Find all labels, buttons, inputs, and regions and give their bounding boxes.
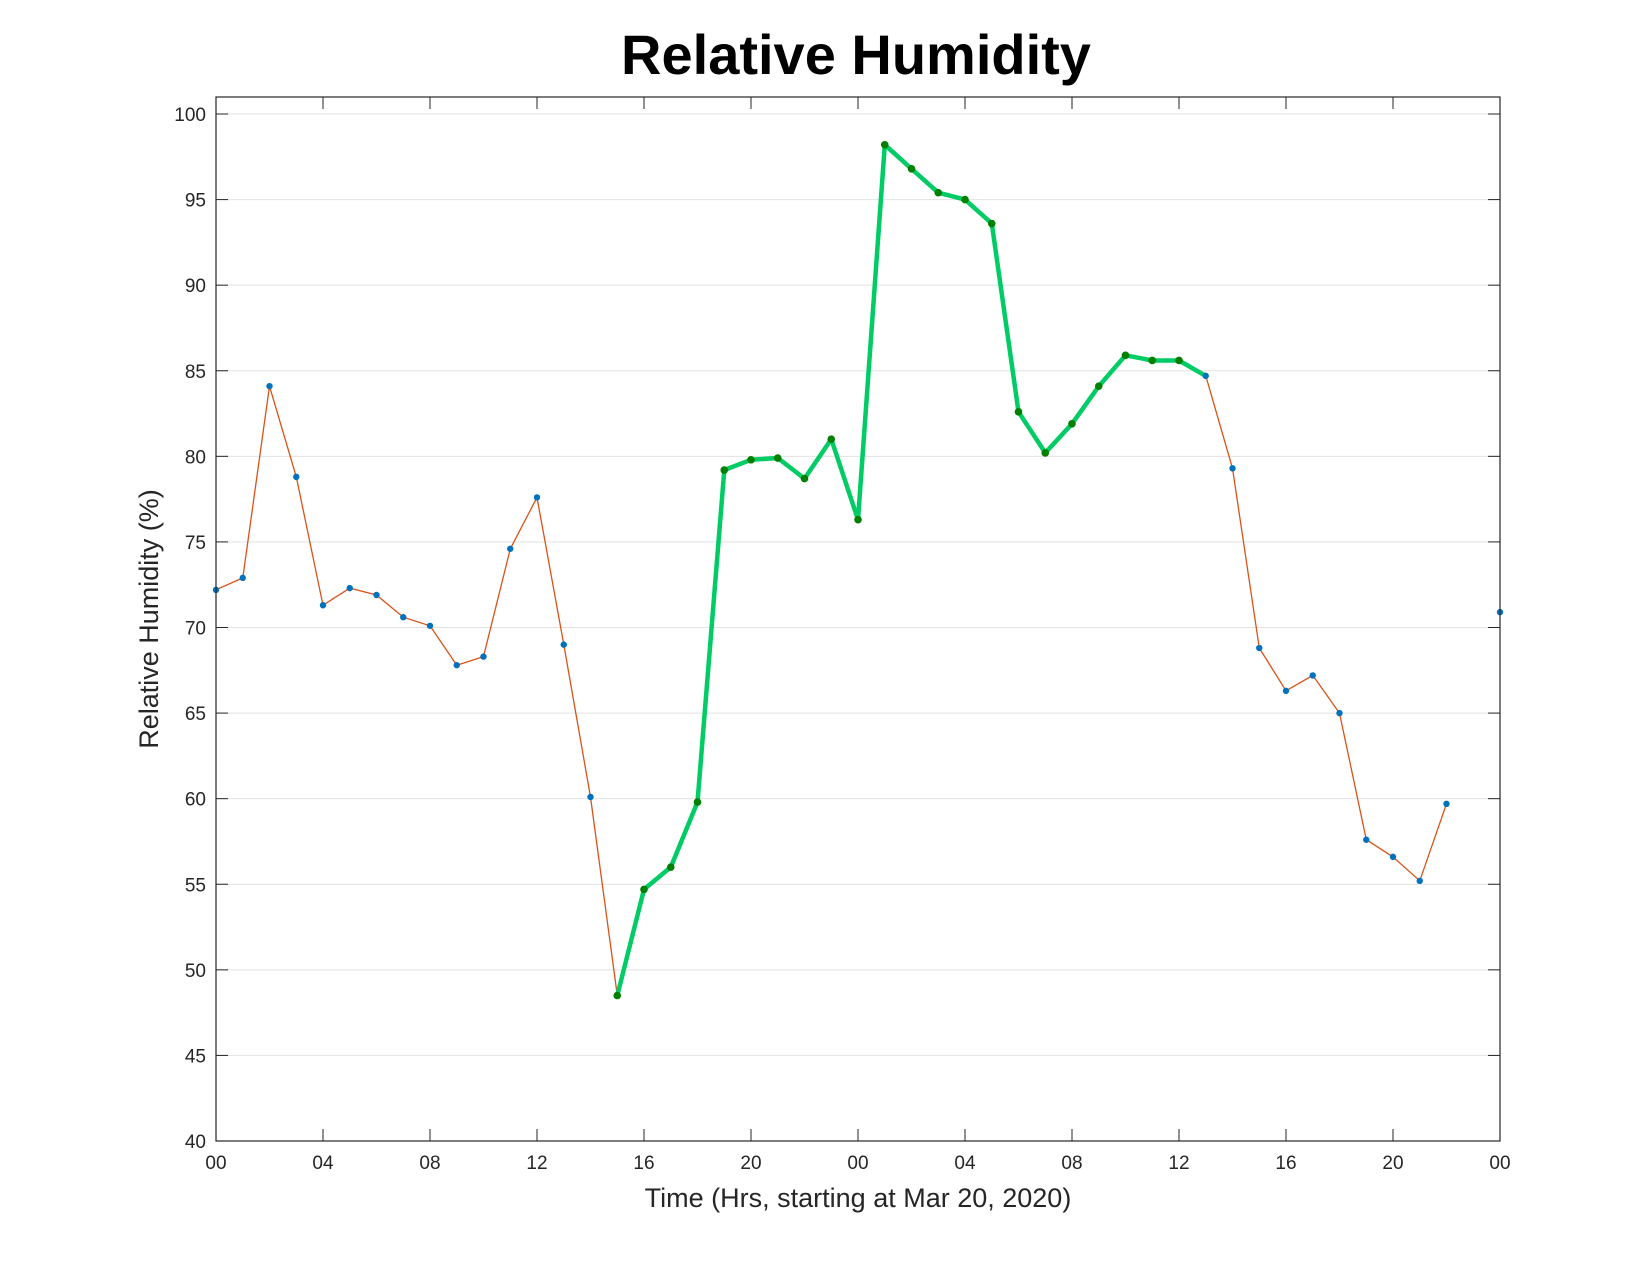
data-markers <box>212 141 1504 1000</box>
data-point <box>533 494 541 501</box>
data-point <box>1121 351 1130 360</box>
x-tick-label: 16 <box>1275 1153 1296 1174</box>
data-point <box>560 641 567 648</box>
data-point <box>239 574 246 582</box>
data-point <box>426 622 434 629</box>
data-point <box>693 798 702 806</box>
x-axis-ticks: 00 04 08 12 16 20 00 04 08 12 16 20 00 <box>205 97 1511 1174</box>
data-point <box>987 219 996 228</box>
data-point <box>1363 836 1370 843</box>
data-point <box>747 455 755 464</box>
y-tick-label: 70 <box>185 619 206 640</box>
data-point <box>934 188 943 197</box>
y-tick-label: 65 <box>185 704 206 725</box>
data-point <box>266 382 273 390</box>
y-axis-ticks: 40 45 50 55 60 65 70 75 80 85 90 95 100 <box>174 105 1500 1153</box>
y-tick-label: 80 <box>185 447 206 468</box>
data-point <box>1148 356 1157 365</box>
data-point <box>1041 449 1050 457</box>
x-tick-label: 04 <box>312 1153 334 1174</box>
data-point <box>1094 382 1103 390</box>
y-tick-label: 85 <box>185 362 206 383</box>
data-point <box>1389 853 1397 861</box>
y-tick-label: 45 <box>185 1046 206 1067</box>
data-point <box>373 591 380 599</box>
data-point <box>666 863 675 871</box>
plot-area <box>216 97 1500 1141</box>
x-tick-label: 08 <box>419 1153 440 1174</box>
y-tick-label: 95 <box>185 191 206 212</box>
data-point <box>773 454 782 462</box>
x-tick-label: 08 <box>1061 1153 1082 1174</box>
x-tick-label: 20 <box>1382 1153 1403 1174</box>
data-point <box>640 885 648 894</box>
data-point <box>1336 709 1343 717</box>
data-point <box>1256 644 1263 652</box>
data-point <box>1014 408 1023 416</box>
data-point <box>293 473 300 481</box>
x-tick-label: 00 <box>847 1153 868 1174</box>
data-point <box>1202 372 1209 380</box>
y-tick-label: 60 <box>185 790 206 811</box>
data-point <box>1175 356 1183 365</box>
y-tick-label: 40 <box>185 1132 206 1153</box>
data-point <box>346 584 353 592</box>
x-tick-label: 12 <box>1168 1153 1189 1174</box>
data-point <box>1282 687 1290 695</box>
data-point <box>961 195 969 204</box>
data-point <box>400 614 407 621</box>
y-tick-label: 50 <box>185 961 206 982</box>
data-point <box>1068 420 1076 428</box>
data-point <box>720 466 729 474</box>
data-point <box>1309 672 1316 679</box>
y-tick-label: 75 <box>185 533 206 554</box>
data-point <box>1229 465 1236 472</box>
data-point <box>319 602 327 609</box>
y-tick-label: 55 <box>185 875 206 896</box>
data-point <box>854 515 862 524</box>
y-axis-label: Relative Humidity (%) <box>134 489 164 749</box>
data-point <box>800 474 809 483</box>
data-point <box>827 435 836 444</box>
data-point <box>453 661 460 669</box>
data-point <box>907 164 916 173</box>
y-tick-label: 90 <box>185 276 206 297</box>
data-point <box>1443 800 1450 808</box>
x-axis-label: Time (Hrs, starting at Mar 20, 2020) <box>645 1183 1072 1213</box>
y-tick-label: 100 <box>174 105 206 126</box>
grid-lines <box>216 113 1500 1056</box>
data-point <box>880 141 889 149</box>
data-point <box>587 793 594 801</box>
chart-title: Relative Humidity <box>621 23 1091 86</box>
x-tick-label: 20 <box>740 1153 761 1174</box>
x-tick-label: 04 <box>954 1153 976 1174</box>
data-point <box>613 991 622 1000</box>
data-point <box>507 545 514 552</box>
data-point <box>1416 877 1423 885</box>
data-point <box>480 653 487 660</box>
x-tick-label: 12 <box>526 1153 547 1174</box>
x-tick-label: 00 <box>205 1153 226 1174</box>
x-tick-label: 00 <box>1489 1153 1510 1174</box>
x-tick-label: 16 <box>633 1153 654 1174</box>
